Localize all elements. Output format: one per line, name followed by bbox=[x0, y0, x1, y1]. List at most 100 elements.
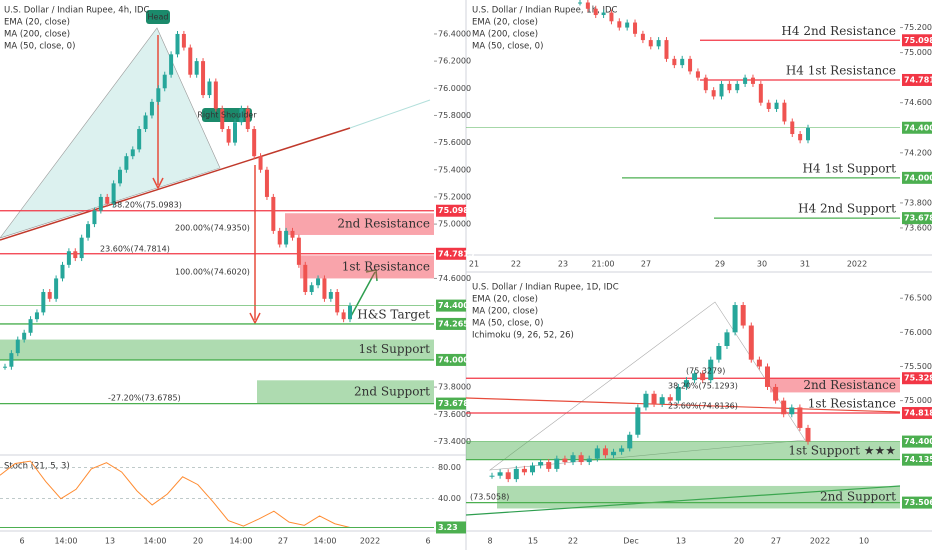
candle bbox=[703, 77, 708, 91]
price-tag-label: 75.0985 bbox=[438, 206, 475, 215]
price-tag bbox=[902, 435, 932, 448]
level-label: 1st Resistance bbox=[808, 397, 896, 411]
x-tick-label: 6 bbox=[19, 537, 24, 546]
candle bbox=[111, 183, 116, 204]
candle bbox=[264, 169, 269, 197]
price-tag bbox=[902, 121, 932, 134]
price-tag-label: 74.7815 bbox=[438, 249, 475, 258]
candle bbox=[513, 468, 519, 480]
candle bbox=[66, 251, 71, 265]
x-tick-label: 29 bbox=[715, 260, 725, 269]
level-label: H4 2nd Support bbox=[798, 202, 896, 216]
candle bbox=[593, 8, 598, 16]
candle bbox=[695, 71, 700, 78]
candle bbox=[252, 129, 257, 157]
candle bbox=[143, 115, 148, 130]
x-tick-label: 30 bbox=[757, 260, 767, 269]
candle bbox=[708, 359, 714, 381]
indicator-label: MA (50, close, 0) bbox=[4, 42, 75, 52]
x-tick-label: 6 bbox=[425, 537, 430, 546]
price-tag bbox=[902, 496, 932, 509]
candle bbox=[505, 472, 511, 480]
candle bbox=[271, 196, 276, 231]
candle bbox=[700, 373, 706, 381]
candle bbox=[207, 81, 212, 96]
candle bbox=[98, 196, 103, 211]
x-tick-label: Dec bbox=[623, 537, 638, 546]
price-tag bbox=[436, 247, 466, 260]
candle bbox=[79, 237, 84, 259]
chart-title: U.S. Dollar / Indian Rupee, 1D, IDC bbox=[472, 283, 619, 293]
candle bbox=[806, 127, 810, 141]
candle bbox=[578, 2, 582, 4]
fib-lines bbox=[488, 301, 806, 471]
candle bbox=[609, 12, 614, 22]
x-tick-label: 21:00 bbox=[591, 260, 614, 269]
candle bbox=[743, 77, 748, 84]
price-tag bbox=[902, 171, 932, 184]
candle bbox=[735, 83, 740, 91]
y-tick-label: 75.6000 bbox=[438, 138, 471, 147]
x-tick-label: 22 bbox=[568, 537, 578, 546]
candle bbox=[635, 407, 641, 435]
arrow-head bbox=[152, 177, 164, 190]
candle bbox=[521, 468, 527, 473]
indicator-label: MA (200, close) bbox=[472, 30, 538, 40]
price-tag-label: 75.0985 bbox=[904, 36, 932, 45]
price-tag-label: 73.6785 bbox=[904, 214, 932, 223]
annotation: 23.60%(74.8136) bbox=[668, 402, 738, 411]
candle bbox=[73, 251, 78, 259]
x-tick-label: 27 bbox=[641, 260, 651, 269]
x-tick-label: 27 bbox=[771, 537, 781, 546]
price-tag bbox=[436, 204, 466, 217]
candle bbox=[60, 264, 65, 279]
y-tick-label: 76.2000 bbox=[438, 57, 471, 66]
candle bbox=[758, 83, 763, 103]
candle bbox=[245, 108, 250, 130]
candle bbox=[105, 196, 110, 204]
candle bbox=[656, 40, 661, 47]
candle bbox=[156, 88, 161, 102]
candle bbox=[633, 22, 638, 34]
candle bbox=[86, 224, 91, 238]
candle bbox=[719, 83, 724, 97]
level-label: 2nd Support bbox=[354, 384, 430, 398]
price-tag-label: 74.1350 bbox=[904, 455, 932, 464]
x-tick-label: 10 bbox=[859, 537, 869, 546]
candle bbox=[328, 292, 333, 299]
indicator-label: MA (50, close, 0) bbox=[472, 42, 543, 52]
indicator-label: EMA (20, close) bbox=[472, 295, 538, 305]
level-label: 2nd Resistance bbox=[337, 217, 430, 231]
candle bbox=[611, 451, 617, 456]
y-tick-label: 76.0000 bbox=[904, 328, 932, 337]
price-tag bbox=[902, 73, 932, 86]
annotation: 38.20%(75.1293) bbox=[668, 382, 738, 391]
candle bbox=[766, 102, 771, 109]
candle bbox=[316, 278, 321, 286]
candle bbox=[201, 61, 206, 96]
candle bbox=[724, 332, 730, 346]
level-label: H4 1st Resistance bbox=[786, 63, 896, 77]
candle bbox=[740, 305, 746, 326]
candle bbox=[92, 210, 97, 225]
head-badge bbox=[146, 10, 170, 24]
price-tag-label: 75.3280 bbox=[904, 374, 932, 383]
candle bbox=[805, 427, 811, 442]
trendline bbox=[465, 397, 901, 413]
candle bbox=[296, 237, 301, 265]
neckline bbox=[0, 127, 351, 241]
annotation: (75.3279) bbox=[686, 367, 725, 376]
arrow bbox=[349, 271, 376, 319]
indicator-label: MA (50, close, 0) bbox=[472, 319, 543, 329]
price-tag bbox=[436, 521, 466, 534]
annotation: 23.60%(74.7814) bbox=[100, 245, 170, 254]
candle bbox=[764, 366, 770, 387]
price-tag-label: 73.5060 bbox=[904, 498, 932, 507]
price-tag-label: 74.2650 bbox=[438, 319, 475, 328]
candle bbox=[9, 353, 14, 367]
y-tick-label: 76.0000 bbox=[438, 84, 471, 93]
annotation: -27.20%(73.6785) bbox=[108, 394, 181, 403]
candle bbox=[124, 156, 129, 170]
level-label: 1st Resistance bbox=[342, 259, 430, 273]
